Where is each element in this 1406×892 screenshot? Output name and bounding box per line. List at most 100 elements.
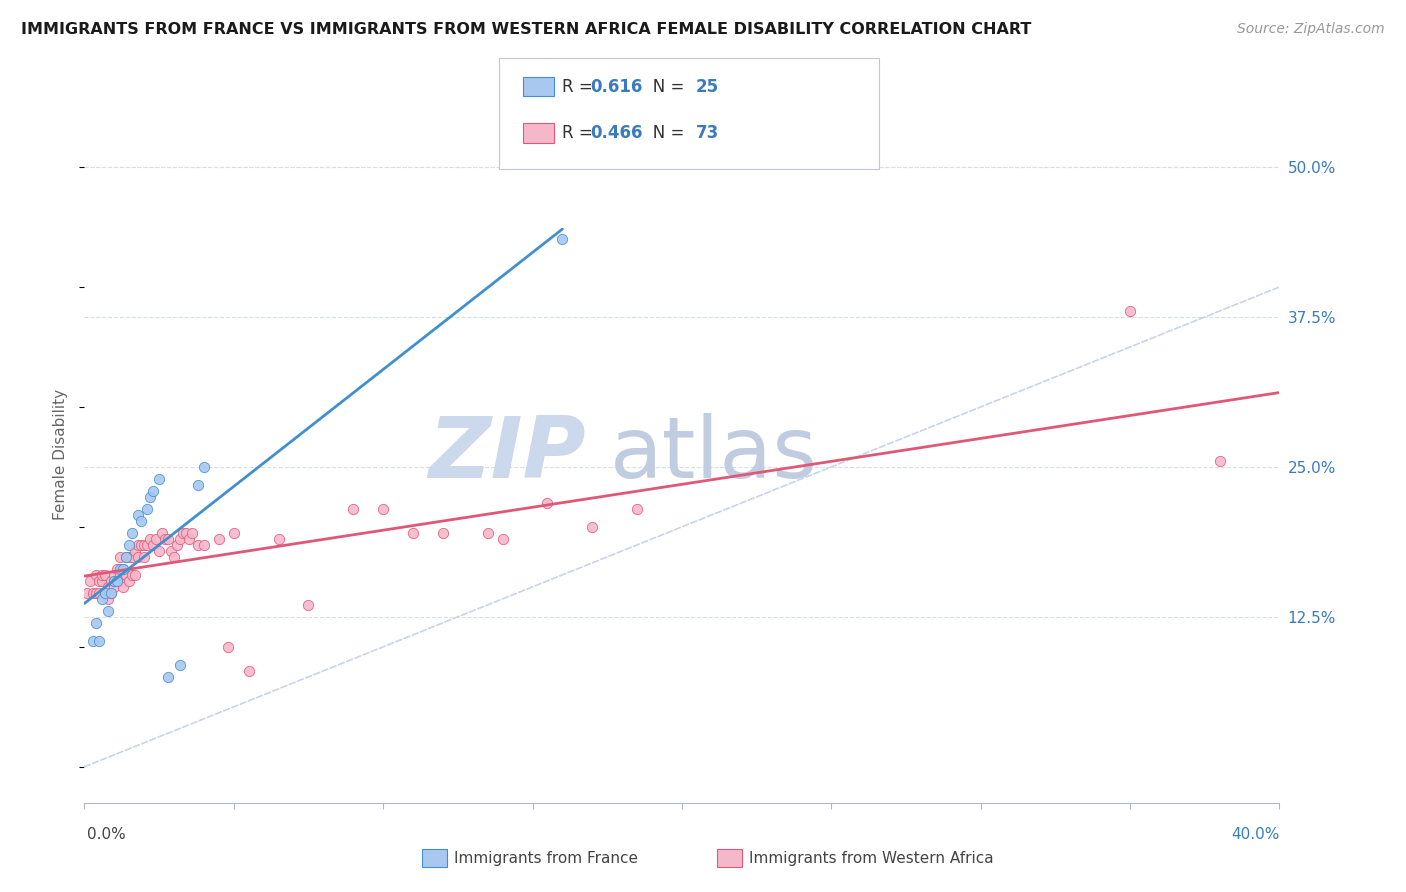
Point <box>121 525 143 540</box>
Point <box>91 591 114 606</box>
Point <box>187 478 209 492</box>
Point <box>145 532 167 546</box>
Point <box>174 525 197 540</box>
Point <box>536 496 558 510</box>
Point <box>371 502 394 516</box>
Point <box>110 549 132 564</box>
Point <box>160 544 183 558</box>
Point <box>169 532 191 546</box>
Point <box>132 538 156 552</box>
Point <box>187 538 209 552</box>
Text: 0.0%: 0.0% <box>87 827 127 842</box>
Text: Immigrants from France: Immigrants from France <box>454 851 638 865</box>
Text: Source: ZipAtlas.com: Source: ZipAtlas.com <box>1237 22 1385 37</box>
Point <box>112 562 135 576</box>
Point <box>121 567 143 582</box>
Point <box>267 532 290 546</box>
Point <box>82 633 104 648</box>
Point <box>142 483 165 498</box>
Text: 0.466: 0.466 <box>591 124 643 142</box>
Point <box>103 567 125 582</box>
Point <box>97 580 120 594</box>
Point <box>118 574 141 588</box>
Point <box>1208 454 1232 468</box>
Point <box>551 232 574 246</box>
Point <box>89 574 111 588</box>
Point <box>103 574 125 588</box>
Point <box>166 538 188 552</box>
Point <box>97 604 120 618</box>
Point <box>432 525 454 540</box>
Point <box>127 538 149 552</box>
Point <box>76 586 98 600</box>
Point <box>139 490 162 504</box>
Point <box>86 615 108 630</box>
Point <box>124 544 146 558</box>
Point <box>115 549 138 564</box>
Point <box>79 574 101 588</box>
Point <box>342 502 364 516</box>
Point <box>238 664 260 678</box>
Point <box>193 538 215 552</box>
Point <box>148 544 170 558</box>
Text: 40.0%: 40.0% <box>1232 827 1279 842</box>
Point <box>129 538 152 552</box>
Point <box>94 586 117 600</box>
Text: 25: 25 <box>696 78 718 95</box>
Point <box>103 580 125 594</box>
Point <box>136 538 159 552</box>
Point <box>193 459 215 474</box>
Point <box>148 472 170 486</box>
Point <box>132 549 156 564</box>
Point <box>94 567 117 582</box>
Point <box>177 532 200 546</box>
Point <box>127 508 149 522</box>
Point <box>136 502 159 516</box>
Text: atlas: atlas <box>610 413 818 497</box>
Point <box>139 532 162 546</box>
Text: Immigrants from Western Africa: Immigrants from Western Africa <box>749 851 994 865</box>
Text: 0.616: 0.616 <box>591 78 643 95</box>
Point <box>157 532 180 546</box>
Point <box>91 567 114 582</box>
Point <box>103 574 125 588</box>
Point <box>169 657 191 672</box>
Point <box>89 633 111 648</box>
Y-axis label: Female Disability: Female Disability <box>53 389 69 521</box>
Point <box>97 591 120 606</box>
Point <box>112 562 135 576</box>
Point <box>110 574 132 588</box>
Point <box>110 567 132 582</box>
Point <box>129 514 152 528</box>
Point <box>100 586 122 600</box>
Text: N =: N = <box>637 78 689 95</box>
Point <box>118 538 141 552</box>
Point <box>82 586 104 600</box>
Text: ZIP: ZIP <box>429 413 586 497</box>
Point <box>163 549 186 564</box>
Point <box>217 640 239 654</box>
Point <box>118 549 141 564</box>
Point <box>172 525 194 540</box>
Point <box>127 549 149 564</box>
Point <box>86 567 108 582</box>
Text: IMMIGRANTS FROM FRANCE VS IMMIGRANTS FROM WESTERN AFRICA FEMALE DISABILITY CORRE: IMMIGRANTS FROM FRANCE VS IMMIGRANTS FRO… <box>21 22 1032 37</box>
Point <box>402 525 425 540</box>
Text: N =: N = <box>637 124 689 142</box>
Point <box>153 532 176 546</box>
Point <box>112 580 135 594</box>
Point <box>105 574 128 588</box>
Text: R =: R = <box>562 78 599 95</box>
Point <box>222 525 245 540</box>
Point <box>100 574 122 588</box>
Point <box>115 567 138 582</box>
Point <box>124 567 146 582</box>
Point <box>208 532 231 546</box>
Point <box>1119 304 1142 318</box>
Point <box>100 586 122 600</box>
Point <box>110 562 132 576</box>
Point <box>477 525 499 540</box>
Text: R =: R = <box>562 124 599 142</box>
Point <box>115 549 138 564</box>
Point <box>105 562 128 576</box>
